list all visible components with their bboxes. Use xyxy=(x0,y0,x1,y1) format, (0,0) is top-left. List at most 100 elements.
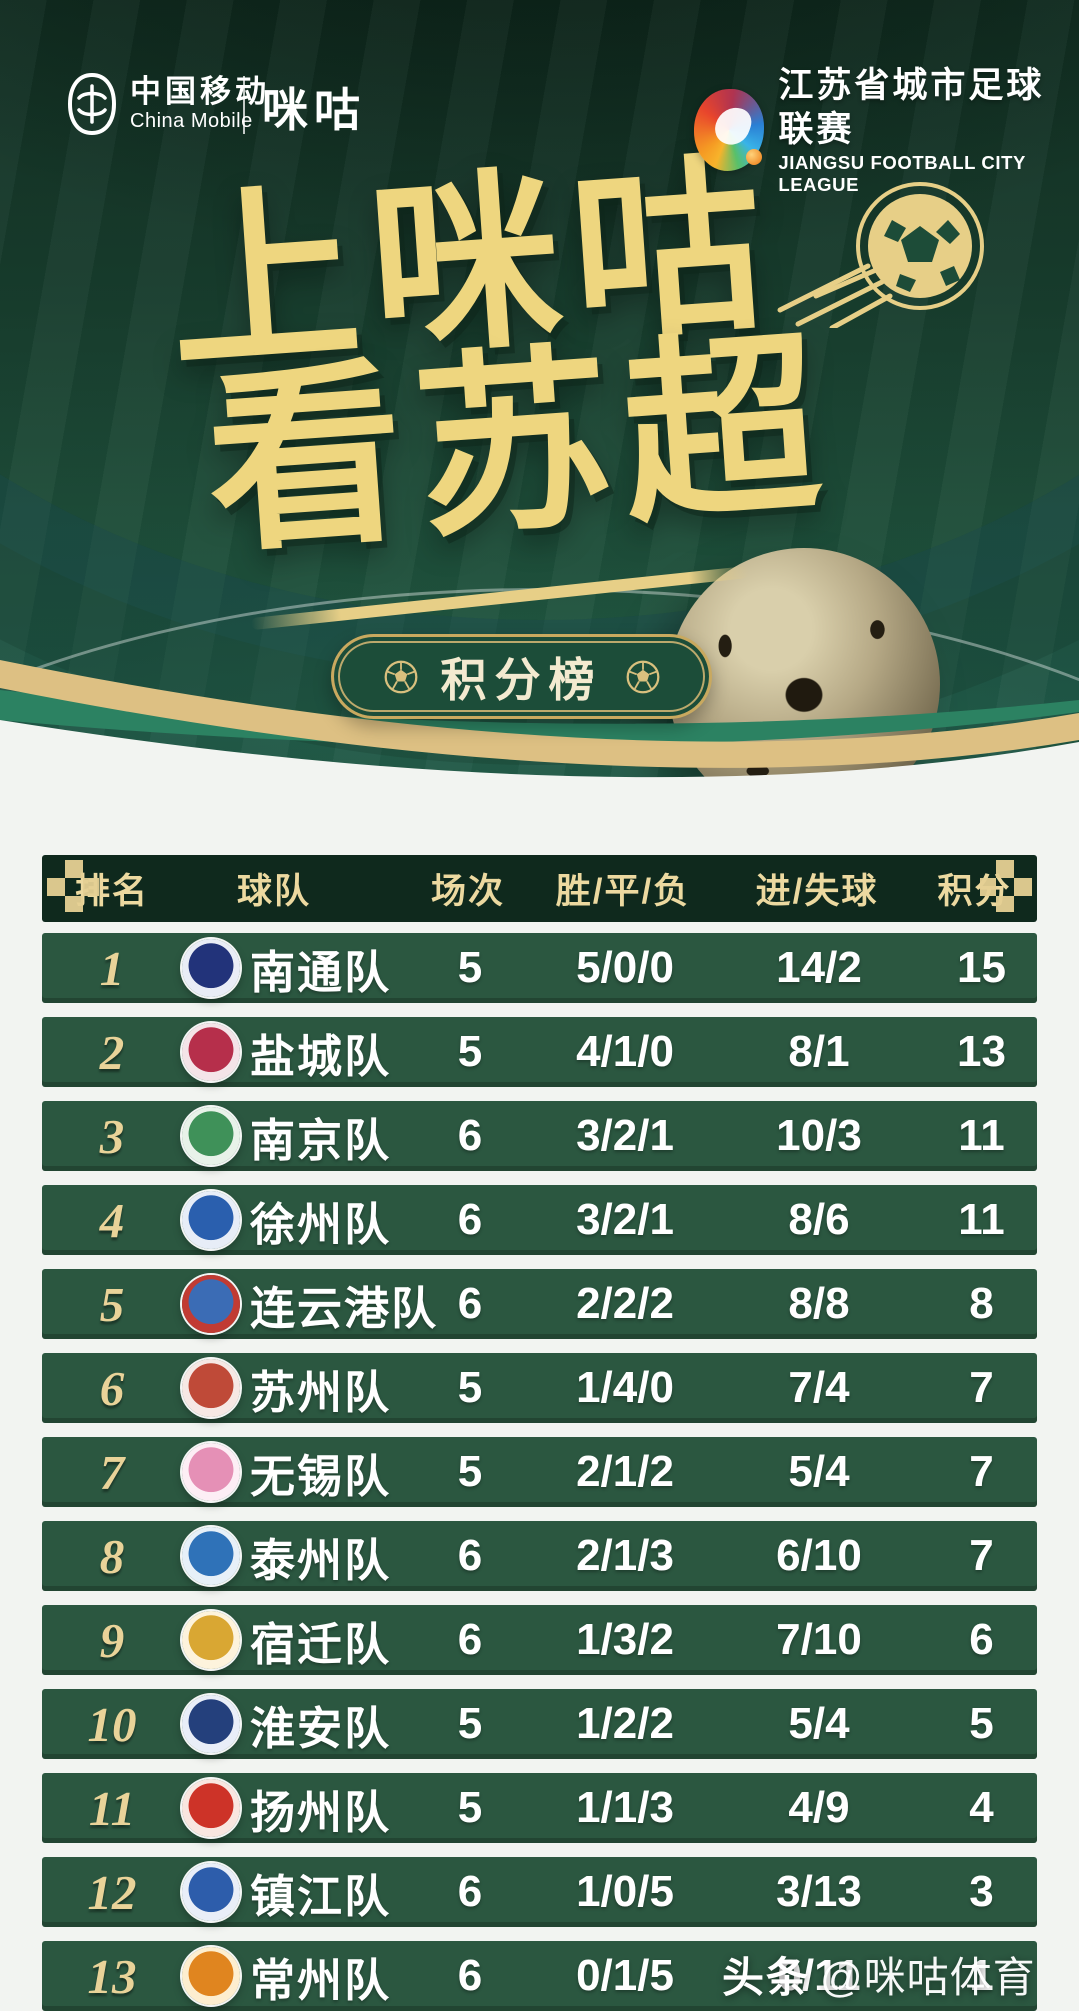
goals-cell: 10/3 xyxy=(776,1111,862,1160)
header-team: 球队 xyxy=(237,872,312,911)
goals-cell: 3/13 xyxy=(776,1867,862,1916)
team-logo xyxy=(182,1359,240,1417)
team-name: 无锡队 xyxy=(250,1450,392,1502)
league-emblem-icon xyxy=(694,88,765,171)
team-logo xyxy=(182,1107,240,1165)
wdl-cell: 1/1/3 xyxy=(576,1783,674,1832)
team-logo xyxy=(182,1863,240,1921)
watermark-handle: @咪咕体育 xyxy=(820,1954,1036,2001)
watermark: 头条 @咪咕体育 xyxy=(722,1944,1036,2005)
team-logo xyxy=(182,1191,240,1249)
points-cell: 5 xyxy=(969,1699,994,1748)
table-row: 5 连云港队 6 2/2/2 8/8 8 xyxy=(42,1269,1037,1339)
team-logo xyxy=(182,1023,240,1081)
table-row: 11 扬州队 5 1/1/3 4/9 4 xyxy=(42,1773,1037,1843)
wdl-cell: 1/2/2 xyxy=(576,1699,674,1748)
points-cell: 7 xyxy=(969,1447,994,1496)
goals-cell: 8/6 xyxy=(788,1195,850,1244)
team-logo xyxy=(182,1443,240,1501)
played-cell: 6 xyxy=(457,1615,483,1664)
league-name-cn: 江苏省城市足球联赛 xyxy=(778,66,1045,149)
team-name: 盐城队 xyxy=(250,1030,392,1082)
rank-cell: 6 xyxy=(99,1360,125,1416)
table-row: 9 宿迁队 6 1/3/2 7/10 6 xyxy=(42,1605,1037,1675)
played-cell: 5 xyxy=(457,1027,483,1076)
points-cell: 3 xyxy=(969,1867,994,1916)
table-row: 6 苏州队 5 1/4/0 7/4 7 xyxy=(42,1353,1037,1423)
played-cell: 5 xyxy=(457,1699,483,1748)
wdl-cell: 1/4/0 xyxy=(576,1363,674,1412)
standings-badge-label: 积分榜 xyxy=(440,653,603,706)
table-row: 7 无锡队 5 2/1/2 5/4 7 xyxy=(42,1437,1037,1507)
played-cell: 5 xyxy=(457,1783,483,1832)
rank-cell: 4 xyxy=(99,1192,125,1248)
china-mobile-text: 中国移动 China Mobile xyxy=(130,75,270,132)
team-name: 扬州队 xyxy=(250,1786,392,1838)
played-cell: 5 xyxy=(457,1447,483,1496)
goals-cell: 4/9 xyxy=(788,1783,850,1832)
played-cell: 5 xyxy=(457,1363,483,1412)
wdl-cell: 2/1/3 xyxy=(576,1531,674,1580)
points-cell: 11 xyxy=(958,1195,1005,1244)
team-name: 连云港队 xyxy=(250,1282,439,1334)
rank-cell: 9 xyxy=(99,1612,125,1668)
points-cell: 8 xyxy=(969,1279,994,1328)
migu-wordmark: 咪咕 xyxy=(262,84,366,136)
team-name: 徐州队 xyxy=(250,1198,392,1250)
table-row: 13 常州队 6 0/1/5 0/11 1 xyxy=(42,1941,1037,2011)
header-goals: 进/失球 xyxy=(755,872,879,911)
goals-cell: 14/2 xyxy=(776,943,862,992)
rank-cell: 10 xyxy=(87,1696,137,1752)
china-mobile-cn: 中国移动 xyxy=(130,74,270,110)
flying-soccer-ball-icon xyxy=(777,182,984,328)
table-row: 1 南通队 5 5/0/0 14/2 15 xyxy=(42,933,1037,1003)
points-cell: 13 xyxy=(957,1027,1006,1076)
rank-cell: 8 xyxy=(99,1528,125,1584)
goals-cell: 8/8 xyxy=(788,1279,850,1328)
wdl-cell: 2/2/2 xyxy=(576,1279,674,1328)
points-cell: 1 xyxy=(969,1951,994,2000)
played-cell: 6 xyxy=(457,1111,483,1160)
table-row: 8 泰州队 6 2/1/3 6/10 7 xyxy=(42,1521,1037,1591)
team-name: 镇江队 xyxy=(250,1870,392,1922)
team-name: 南京队 xyxy=(250,1114,392,1166)
team-name: 南通队 xyxy=(250,946,392,998)
soccer-ball-right-icon xyxy=(626,660,659,693)
league-name-en: JIANGSU FOOTBALL CITY LEAGUE xyxy=(778,151,1026,195)
wdl-cell: 0/1/5 xyxy=(576,1951,674,2000)
header-played: 场次 xyxy=(430,872,505,911)
rank-cell: 5 xyxy=(99,1276,125,1332)
played-cell: 6 xyxy=(457,1531,483,1580)
wdl-cell: 3/2/1 xyxy=(576,1111,674,1160)
table-row: 3 南京队 6 3/2/1 10/3 11 xyxy=(42,1101,1037,1171)
played-cell: 5 xyxy=(457,943,483,992)
points-cell: 15 xyxy=(957,943,1006,992)
team-name: 宿迁队 xyxy=(250,1618,392,1670)
standings-badge: 积分榜 xyxy=(331,634,712,719)
team-logo xyxy=(182,939,240,997)
logo-divider xyxy=(243,76,245,134)
china-mobile-icon xyxy=(67,72,117,136)
played-cell: 6 xyxy=(457,1195,483,1244)
wdl-cell: 4/1/0 xyxy=(576,1027,674,1076)
standings-table: 排名 球队 场次 胜/平/负 进/失球 积分 1 南通队 5 5/0/0 14/… xyxy=(42,855,1037,2011)
table-row: 10 淮安队 5 1/2/2 5/4 5 xyxy=(42,1689,1037,1759)
goals-cell: 5/4 xyxy=(788,1447,850,1496)
league-text: 江苏省城市足球联赛 JIANGSU FOOTBALL CITY LEAGUE xyxy=(778,64,1079,196)
checker-decoration-right xyxy=(980,860,1032,912)
china-mobile-en: China Mobile xyxy=(130,109,253,132)
table-row: 4 徐州队 6 3/2/1 8/6 11 xyxy=(42,1185,1037,1255)
rank-cell: 3 xyxy=(99,1108,125,1164)
goals-cell: 7/4 xyxy=(788,1363,850,1412)
team-logo xyxy=(182,1779,240,1837)
goals-cell: 7/10 xyxy=(776,1615,862,1664)
china-mobile-logo: 中国移动 China Mobile xyxy=(66,72,270,136)
title-line-2: 看苏超 xyxy=(200,313,839,576)
rank-cell: 7 xyxy=(99,1444,125,1500)
wdl-cell: 1/0/5 xyxy=(576,1867,674,1916)
checker-decoration-left xyxy=(47,860,99,912)
rank-cell: 11 xyxy=(88,1780,136,1836)
hero-stadium-background: 中国移动 China Mobile 咪咕 江苏省城市足球联赛 JIANGSU F… xyxy=(0,0,1079,940)
points-cell: 7 xyxy=(969,1363,994,1412)
